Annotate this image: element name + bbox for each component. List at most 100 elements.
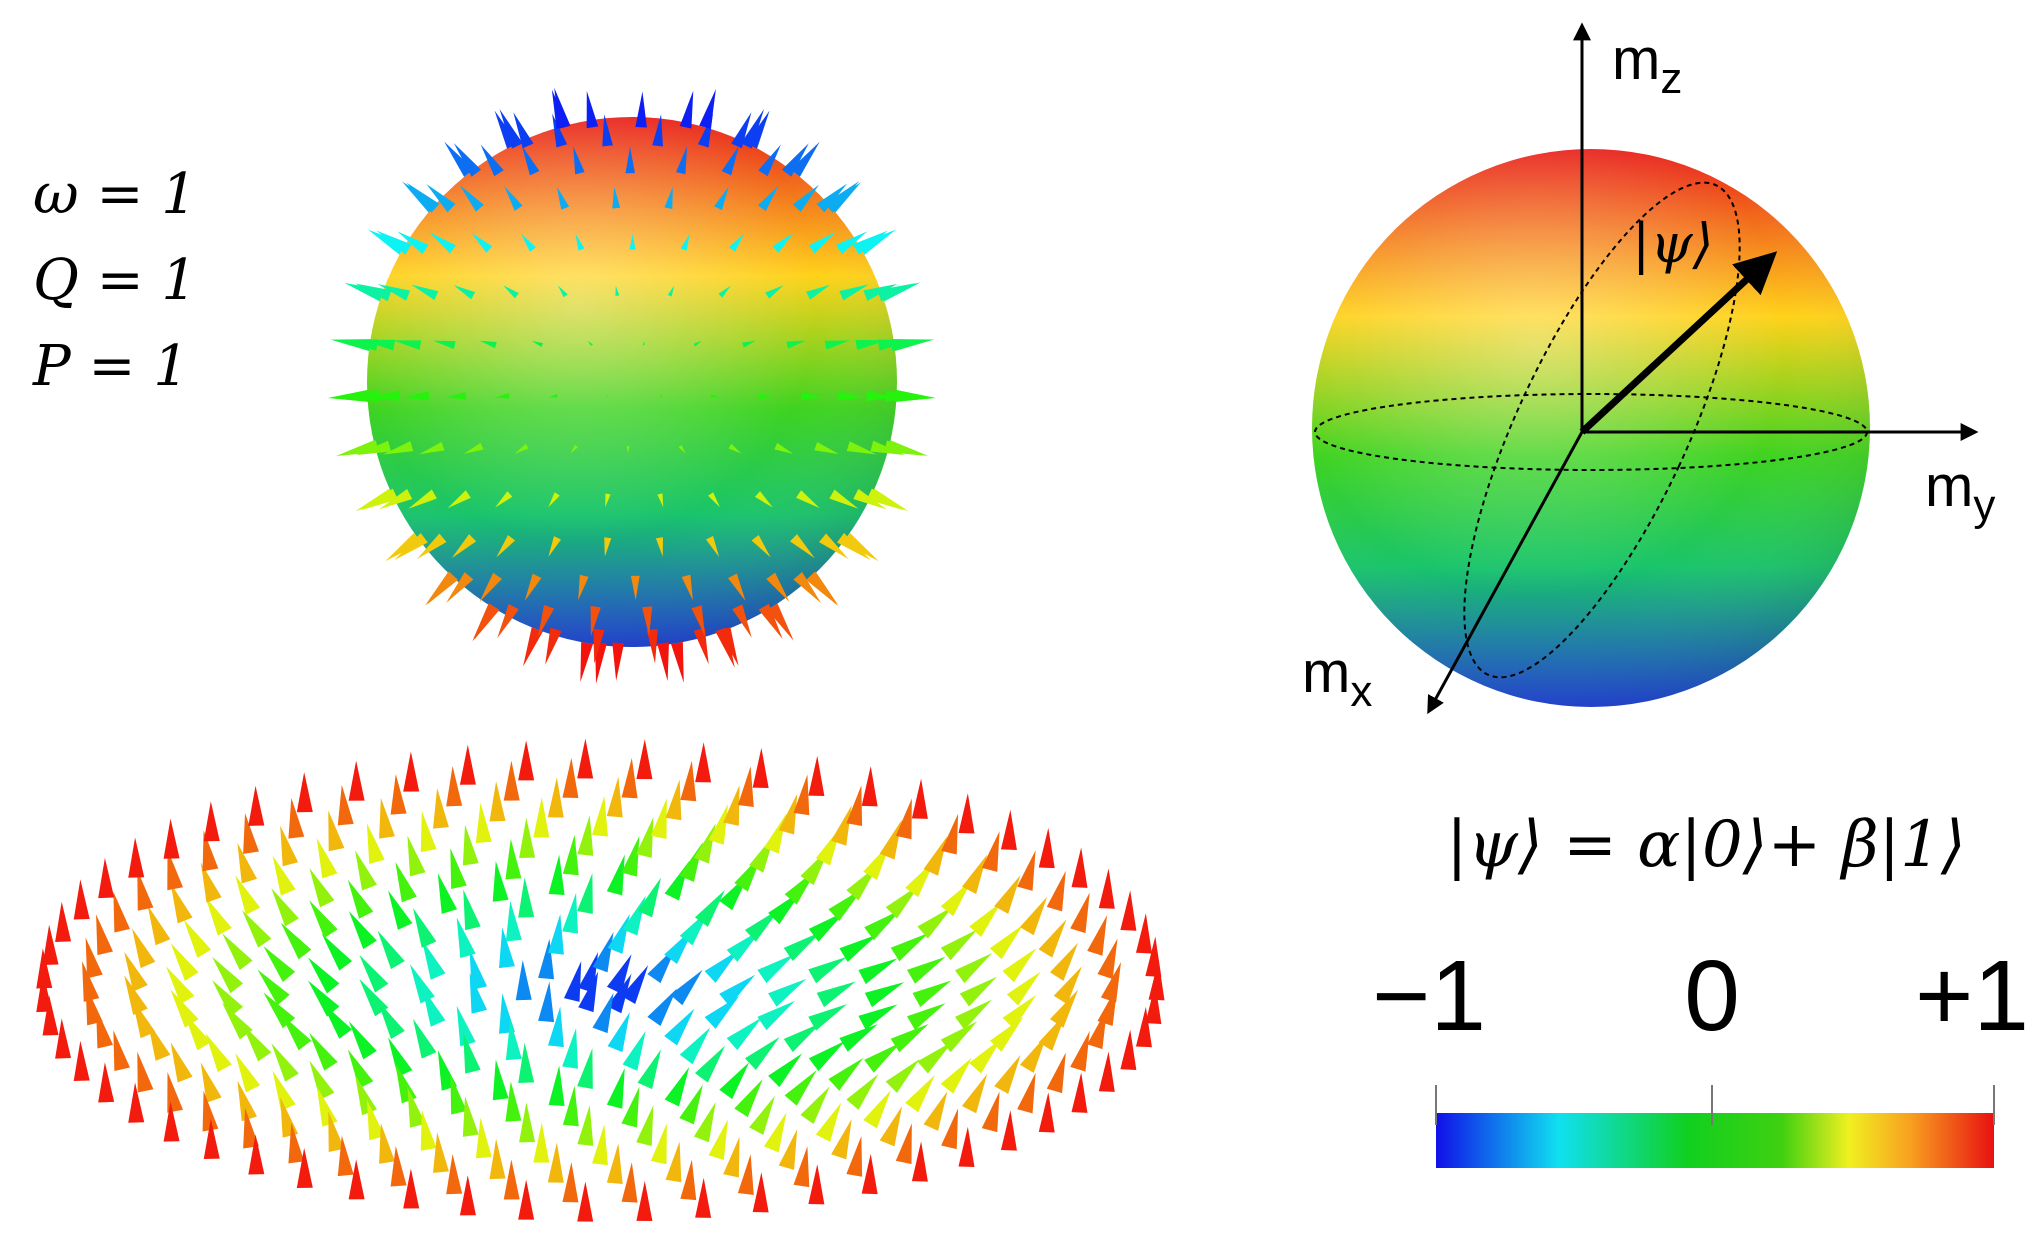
spin-arrow xyxy=(680,760,697,802)
spin-arrow xyxy=(212,980,244,1017)
spin-arrow xyxy=(622,1030,646,1071)
spike xyxy=(474,603,500,640)
spike xyxy=(523,627,543,667)
spin-arrow xyxy=(348,760,365,801)
spin-arrow xyxy=(533,1122,550,1163)
spin-arrow xyxy=(212,956,244,994)
spike xyxy=(758,393,774,399)
spin-arrow xyxy=(885,884,920,919)
spike xyxy=(758,144,781,177)
spin-arrow xyxy=(113,891,130,933)
spin-arrow xyxy=(621,835,640,877)
spin-arrow xyxy=(744,908,780,942)
spin-arrow xyxy=(562,892,578,934)
spin-arrow xyxy=(679,842,703,883)
spin-arrow xyxy=(650,1123,667,1165)
spin-arrow xyxy=(679,1084,703,1125)
spin-arrow xyxy=(861,766,878,807)
spin-arrow xyxy=(1002,948,1037,983)
spike xyxy=(444,141,474,177)
spike xyxy=(479,340,497,349)
spin-arrow xyxy=(437,873,458,914)
spin-arrow xyxy=(307,980,340,1017)
spin-arrow xyxy=(959,976,997,1007)
spin-arrow xyxy=(650,798,667,840)
spin-arrow xyxy=(395,1063,417,1104)
spin-arrow xyxy=(562,1162,579,1203)
spin-arrow xyxy=(1087,915,1108,956)
spike xyxy=(604,537,612,557)
spike xyxy=(587,340,593,347)
spin-arrow xyxy=(680,1159,697,1201)
spin-arrow xyxy=(36,948,53,989)
spike xyxy=(793,572,822,604)
spike xyxy=(836,231,868,255)
spin-arrow xyxy=(1006,971,1041,1006)
spin-arrow xyxy=(205,1033,232,1073)
spin-arrow xyxy=(719,1062,750,1100)
spin-arrow xyxy=(861,1153,878,1195)
spin-arrow xyxy=(578,952,599,993)
spin-arrow xyxy=(577,1181,594,1222)
axis-label-mx: mx xyxy=(1302,640,1372,716)
spike xyxy=(394,533,428,561)
spin-arrow xyxy=(167,849,184,891)
spin-arrow xyxy=(271,888,299,927)
spike xyxy=(557,285,568,298)
spin-arrow xyxy=(940,1057,972,1094)
spin-arrow xyxy=(147,905,171,946)
spin-arrow xyxy=(366,1099,385,1141)
spin-arrow xyxy=(272,855,296,896)
spike xyxy=(575,233,585,251)
spin-arrow xyxy=(1000,809,1017,850)
axis-label-base: m xyxy=(1925,454,1973,519)
spin-arrow xyxy=(694,889,726,927)
spin-arrow xyxy=(505,1081,522,1122)
spin-arrow xyxy=(489,1138,506,1180)
spike xyxy=(754,491,773,508)
spike xyxy=(667,285,675,297)
spike xyxy=(887,440,929,456)
axis-label-sub: y xyxy=(1973,481,1995,530)
spin-arrow xyxy=(1000,1110,1017,1151)
axis-label-sub: x xyxy=(1350,667,1372,716)
axis-label-base: m xyxy=(1612,27,1660,92)
spin-arrow xyxy=(347,1049,374,1089)
colorbar: −1 0 +1 xyxy=(1372,940,2029,1168)
spin-arrow xyxy=(492,861,509,902)
spike xyxy=(494,393,510,399)
spin-arrow xyxy=(905,1074,935,1113)
spin-arrow xyxy=(864,909,902,941)
spin-arrow xyxy=(621,1162,638,1203)
spin-arrow xyxy=(665,779,682,821)
spin-arrow xyxy=(815,1102,842,1142)
spin-arrow xyxy=(243,813,259,854)
spin-arrow xyxy=(737,1154,754,1195)
spike xyxy=(595,642,607,684)
spin-arrow xyxy=(348,910,377,950)
spin-arrow xyxy=(456,1005,476,1047)
spike xyxy=(693,627,709,665)
spin-arrow xyxy=(242,910,272,948)
spin-arrow xyxy=(309,867,335,908)
spin-arrow xyxy=(923,836,948,876)
spin-arrow xyxy=(1135,1006,1152,1048)
spin-arrow xyxy=(793,774,810,816)
spin-arrow xyxy=(621,757,638,799)
spin-arrow xyxy=(749,1095,775,1135)
label-omega: ω = 1 xyxy=(33,162,197,227)
spike xyxy=(681,574,693,601)
spike xyxy=(678,445,686,454)
spin-arrow xyxy=(636,817,654,858)
spike xyxy=(573,146,585,175)
spin-arrow xyxy=(941,813,959,855)
spin-arrow xyxy=(763,813,787,854)
spin-arrow xyxy=(547,1006,564,1048)
spike xyxy=(765,285,784,299)
spin-arrow xyxy=(403,1168,420,1209)
spike xyxy=(499,109,523,149)
spike xyxy=(766,572,790,602)
spin-arrow xyxy=(858,958,898,985)
spin-arrow xyxy=(137,1051,154,1093)
spike xyxy=(503,285,519,299)
